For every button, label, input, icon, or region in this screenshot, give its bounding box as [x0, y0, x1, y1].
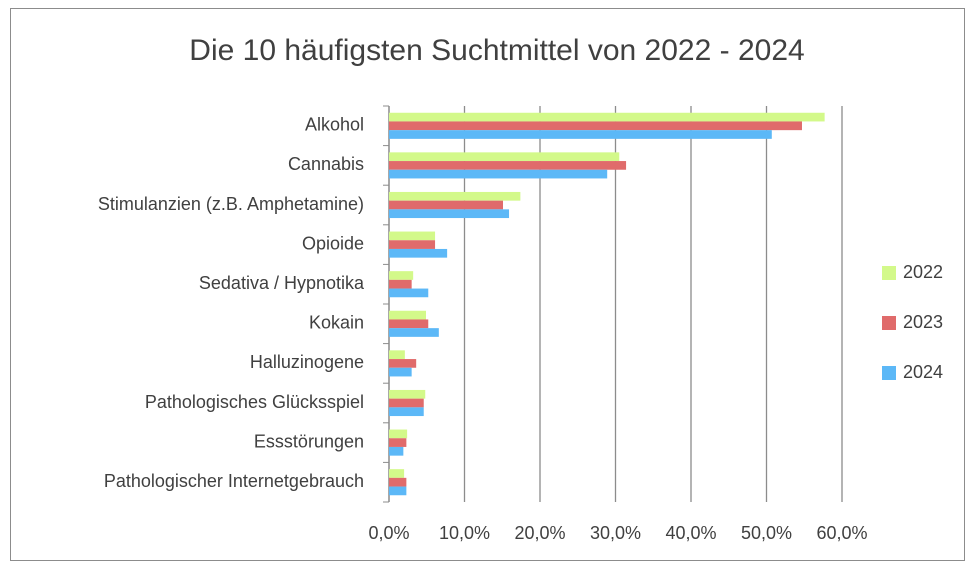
bar	[389, 446, 404, 456]
bar	[389, 359, 417, 368]
x-tick-label: 40,0%	[665, 523, 716, 543]
bar	[389, 288, 429, 298]
bar	[389, 389, 426, 399]
legend-label: 2024	[903, 362, 943, 382]
bar	[389, 328, 439, 337]
chart-title: Die 10 häufigsten Suchtmittel von 2022 -…	[189, 34, 804, 67]
y-tick-label: Essstörungen	[254, 431, 364, 451]
bar	[389, 438, 407, 447]
bar	[389, 240, 436, 249]
bar	[389, 486, 407, 496]
legend-label: 2022	[903, 262, 943, 282]
x-tick-label: 50,0%	[741, 523, 792, 543]
bar	[389, 319, 429, 329]
bar	[389, 350, 405, 360]
x-tick-label: 0,0%	[368, 523, 409, 543]
bar	[389, 429, 408, 439]
y-tick-label: Kokain	[309, 313, 364, 333]
bar	[389, 152, 620, 162]
legend-swatch	[882, 316, 896, 330]
y-tick-label: Sedativa / Hypnotika	[199, 273, 365, 293]
bar	[389, 248, 448, 258]
chart-border	[10, 8, 965, 561]
bar	[389, 477, 407, 487]
bar	[389, 310, 426, 320]
legend-swatch	[882, 266, 896, 280]
bar	[389, 209, 510, 219]
bar	[389, 169, 608, 179]
bar	[389, 469, 405, 478]
x-tick-label: 30,0%	[590, 523, 641, 543]
bar	[389, 200, 504, 210]
y-tick-label: Cannabis	[288, 154, 364, 174]
y-tick-label: Alkohol	[305, 115, 364, 135]
bar	[389, 121, 802, 131]
bar	[389, 161, 627, 170]
y-tick-label: Opioide	[302, 233, 364, 253]
bar	[389, 191, 521, 201]
y-tick-label: Pathologisches Glücksspiel	[145, 392, 364, 412]
x-tick-label: 20,0%	[514, 523, 565, 543]
bar	[389, 367, 412, 377]
legend-swatch	[882, 366, 896, 380]
y-tick-label: Stimulanzien (z.B. Amphetamine)	[98, 194, 364, 214]
bar	[389, 130, 772, 139]
bar	[389, 407, 424, 417]
y-tick-label: Halluzinogene	[250, 352, 364, 372]
legend-label: 2023	[903, 312, 943, 332]
bar	[389, 231, 436, 241]
x-tick-label: 60,0%	[816, 523, 867, 543]
y-tick-label: Pathologischer Internetgebrauch	[104, 471, 364, 491]
bar	[389, 279, 412, 289]
bar	[389, 271, 414, 280]
bar	[389, 112, 825, 122]
bar	[389, 398, 424, 408]
x-tick-label: 10,0%	[439, 523, 490, 543]
